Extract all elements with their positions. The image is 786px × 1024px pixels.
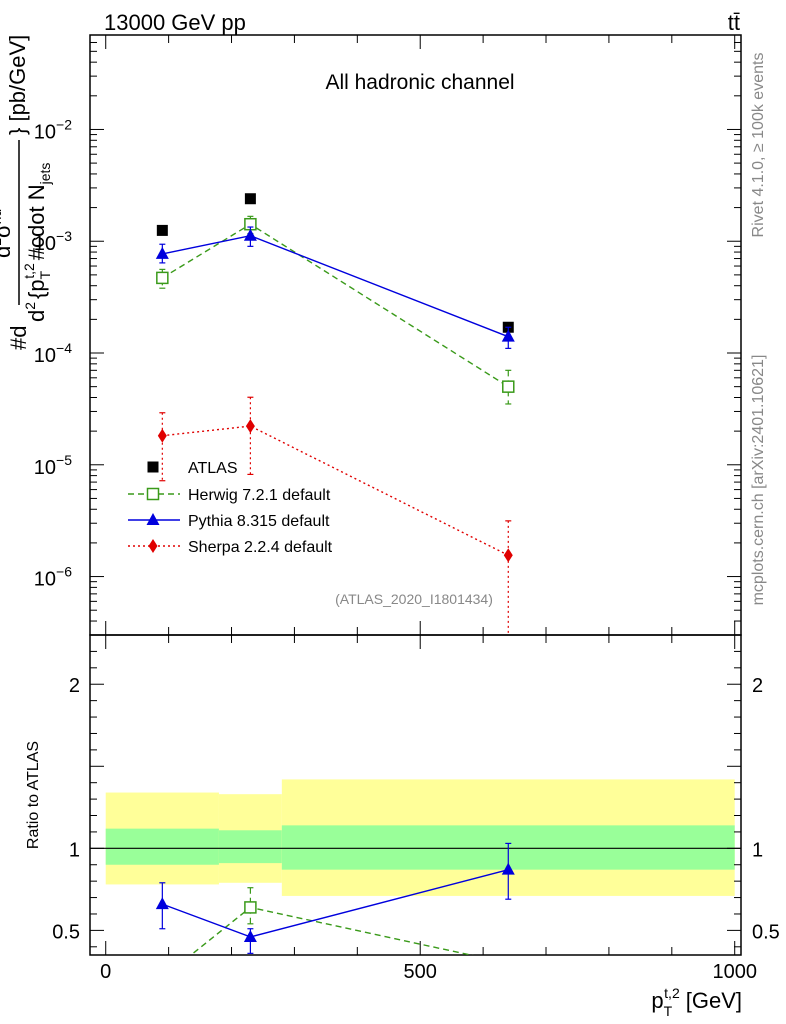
y-tick-label-main: 10−5 <box>34 452 72 479</box>
ylabel-den-sub: jets <box>37 163 53 186</box>
ratio-panel-frame <box>89 634 742 956</box>
ylabel-den-d-sup: 2 <box>22 302 38 310</box>
ylabel-brace-close: } [pb/GeV] <box>5 35 30 135</box>
legend-atlas-marker <box>147 461 159 473</box>
xlabel-sub: T <box>664 1003 673 1019</box>
legend: ATLAS Herwig 7.2.1 default Pythia 8.315 de… <box>128 460 333 556</box>
ratio-tick-label-left: 2 <box>69 675 80 697</box>
xlabel-unit: [GeV] <box>686 988 742 1013</box>
herwig-line <box>161 223 509 388</box>
legend-atlas-label: ATLAS <box>188 460 238 477</box>
svg-text:d2{pTt,2#cdot Njets: d2 {pTt,2 #cdot Njets <box>21 163 53 322</box>
legend-pythia-label: Pythia 8.315 default <box>188 513 330 530</box>
mcplots-label: mcplots.cern.ch [arXiv:2401.10621] <box>750 355 767 606</box>
y-tick-label-main: 10−3 <box>34 228 72 255</box>
analysis-id-label: (ATLAS_2020_I1801434) <box>335 591 493 607</box>
pythia-ratio-marker <box>501 862 515 875</box>
sherpa-marker <box>157 428 167 443</box>
sherpa-line <box>162 425 509 556</box>
y-axis-label-main: #d d2σnu } [pb/GeV] d2{pTt,2#cdot Njets <box>0 35 53 350</box>
ylabel-den-d: d <box>24 310 49 322</box>
pythia-marker <box>501 329 515 342</box>
y-tick-exponent: −5 <box>56 452 72 468</box>
y-tick-label-main: 10−2 <box>34 116 72 143</box>
ratio-green-band <box>218 830 282 864</box>
ylabel-sigma-sup: nu <box>0 209 4 225</box>
x-tick-label: 0 <box>100 961 111 983</box>
ylabel-prefix: #d <box>6 326 31 350</box>
ylabel-den-brace: {p <box>24 279 49 299</box>
svg-text:#d: #d <box>6 326 31 350</box>
sherpa-marker <box>245 419 255 434</box>
ratio-bands <box>105 779 735 896</box>
atlas-marker <box>244 193 256 205</box>
xlabel-sup: t,2 <box>664 985 680 1001</box>
ratio-green-band <box>105 828 219 865</box>
ratio-tick-label-left: 1 <box>69 839 80 861</box>
y-tick-exponent: −6 <box>56 564 72 580</box>
ratio-tick-label-right: 0.5 <box>752 921 780 943</box>
ratio-series-layer <box>155 842 515 955</box>
y-tick-exponent: −2 <box>56 116 72 132</box>
ratio-tick-label-left: 0.5 <box>52 921 80 943</box>
legend-sherpa-label: Sherpa 2.2.4 default <box>188 539 333 556</box>
y-tick-base: 10 <box>34 345 56 367</box>
pythia-line <box>162 235 509 338</box>
y-tick-base: 10 <box>34 457 56 479</box>
ylabel-den-p-sup: t,2 <box>21 263 37 279</box>
collision-label: 13000 GeV pp <box>104 10 246 35</box>
xlabel-p: p <box>651 988 663 1013</box>
y-tick-label-main: 10−4 <box>34 340 72 367</box>
atlas-marker <box>156 224 168 236</box>
y-tick-exponent: −3 <box>56 228 72 244</box>
y-tick-base: 10 <box>34 233 56 255</box>
y-tick-label-main: 10−6 <box>34 564 72 591</box>
y-tick-exponent: −4 <box>56 340 72 356</box>
x-axis-label: pTt,2 [GeV] <box>651 985 742 1019</box>
rivet-version-label: Rivet 4.1.0, ≥ 100k events <box>750 53 767 238</box>
process-label: tt̄ <box>728 10 740 35</box>
chart-title: All hadronic channel <box>325 71 514 94</box>
legend-pythia-marker <box>146 513 160 525</box>
ylabel-den-cdot: #cdot N <box>24 184 49 260</box>
ratio-y-label: Ratio to ATLAS <box>25 741 42 849</box>
sherpa-marker <box>503 548 513 563</box>
pythia-marker <box>243 228 257 241</box>
svg-text:d2σnu: d2σnu <box>0 209 15 258</box>
x-tick-label: 1000 <box>712 961 757 983</box>
legend-sherpa-marker <box>148 539 158 553</box>
ylabel-numerator: d <box>0 246 15 258</box>
pythia-marker <box>155 246 169 259</box>
pythia-ratio-marker <box>243 929 257 942</box>
legend-herwig-marker <box>146 487 160 501</box>
ratio-tick-label-right: 2 <box>752 675 763 697</box>
ylabel-sigma: σ <box>0 224 15 238</box>
herwig-marker <box>156 271 169 285</box>
ylabel-numerator-sup: 2 <box>0 238 4 246</box>
x-tick-label: 500 <box>404 961 437 983</box>
herwig-marker <box>502 380 515 393</box>
y-tick-base: 10 <box>34 121 56 143</box>
main-series-layer <box>155 193 515 635</box>
ylabel-den-p-sub: T <box>37 270 53 279</box>
ratio-tick-label-right: 1 <box>752 839 763 861</box>
legend-herwig-label: Herwig 7.2.1 default <box>188 487 331 504</box>
y-tick-base: 10 <box>34 569 56 591</box>
pythia-ratio-marker <box>155 897 169 910</box>
herwig-ratio-marker <box>244 901 257 914</box>
svg-text:} [pb/GeV]: } [pb/GeV] <box>5 35 30 135</box>
herwig-ratio-line <box>189 906 474 955</box>
